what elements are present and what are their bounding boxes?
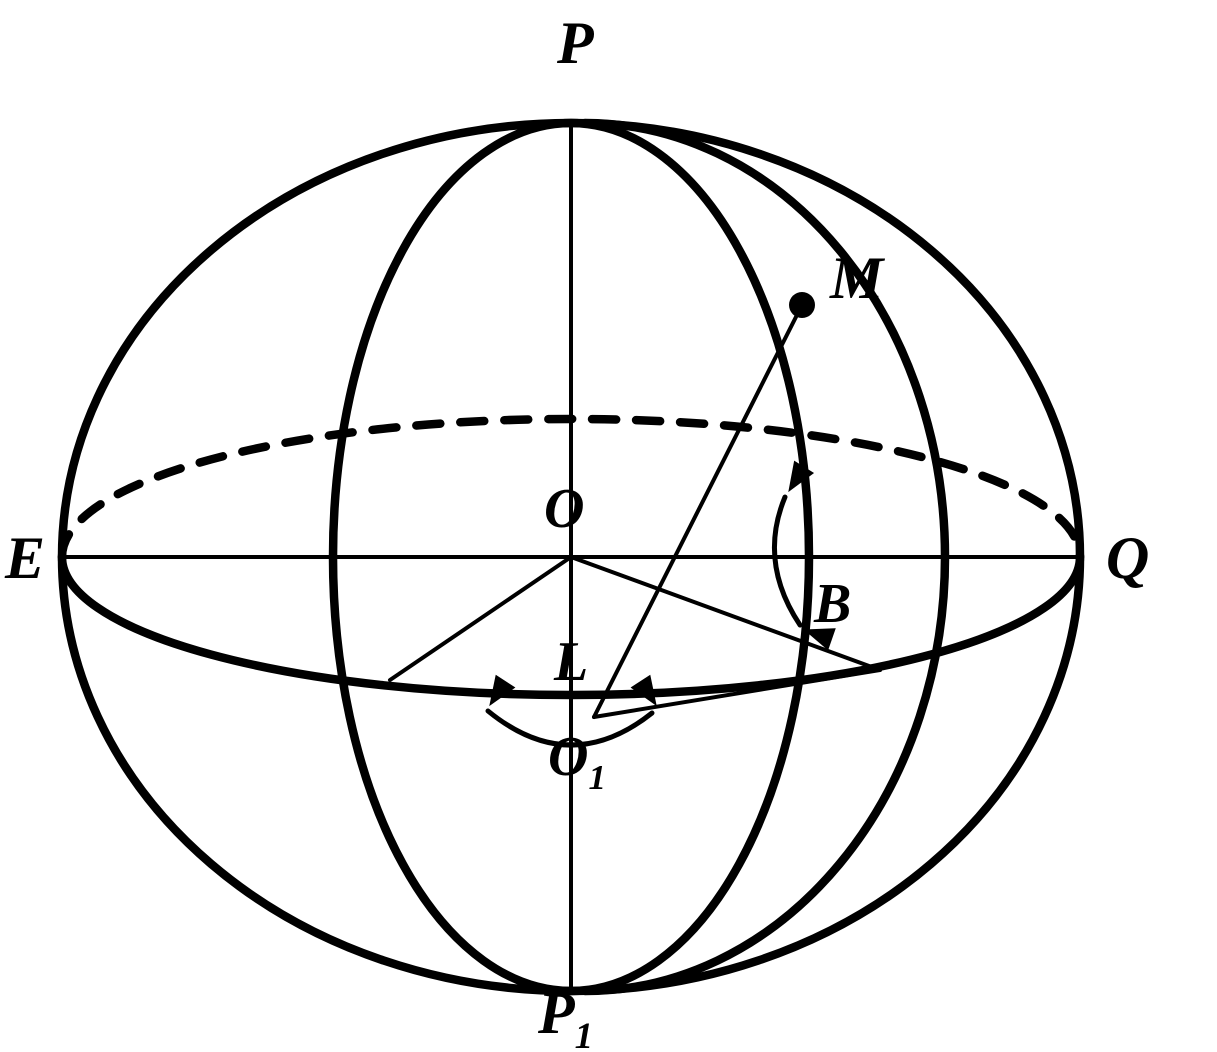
- label-q: Q: [1106, 525, 1149, 591]
- angle-l-arrow-a: [490, 676, 515, 705]
- label-m: M: [829, 245, 886, 311]
- label-l: L: [553, 631, 588, 693]
- geodetic-sphere-diagram: PP1EQMOO1LB: [0, 0, 1217, 1052]
- angle-b-arc: [774, 497, 800, 625]
- label-e: E: [4, 525, 45, 591]
- angle-l-arrow-b: [631, 676, 656, 705]
- label-b: B: [813, 573, 851, 635]
- label-o1: O1: [548, 726, 606, 797]
- line-o1-m: [594, 305, 802, 717]
- label-p: P: [556, 10, 595, 76]
- line-o-equator-prime: [390, 557, 571, 680]
- label-o: O: [544, 478, 584, 540]
